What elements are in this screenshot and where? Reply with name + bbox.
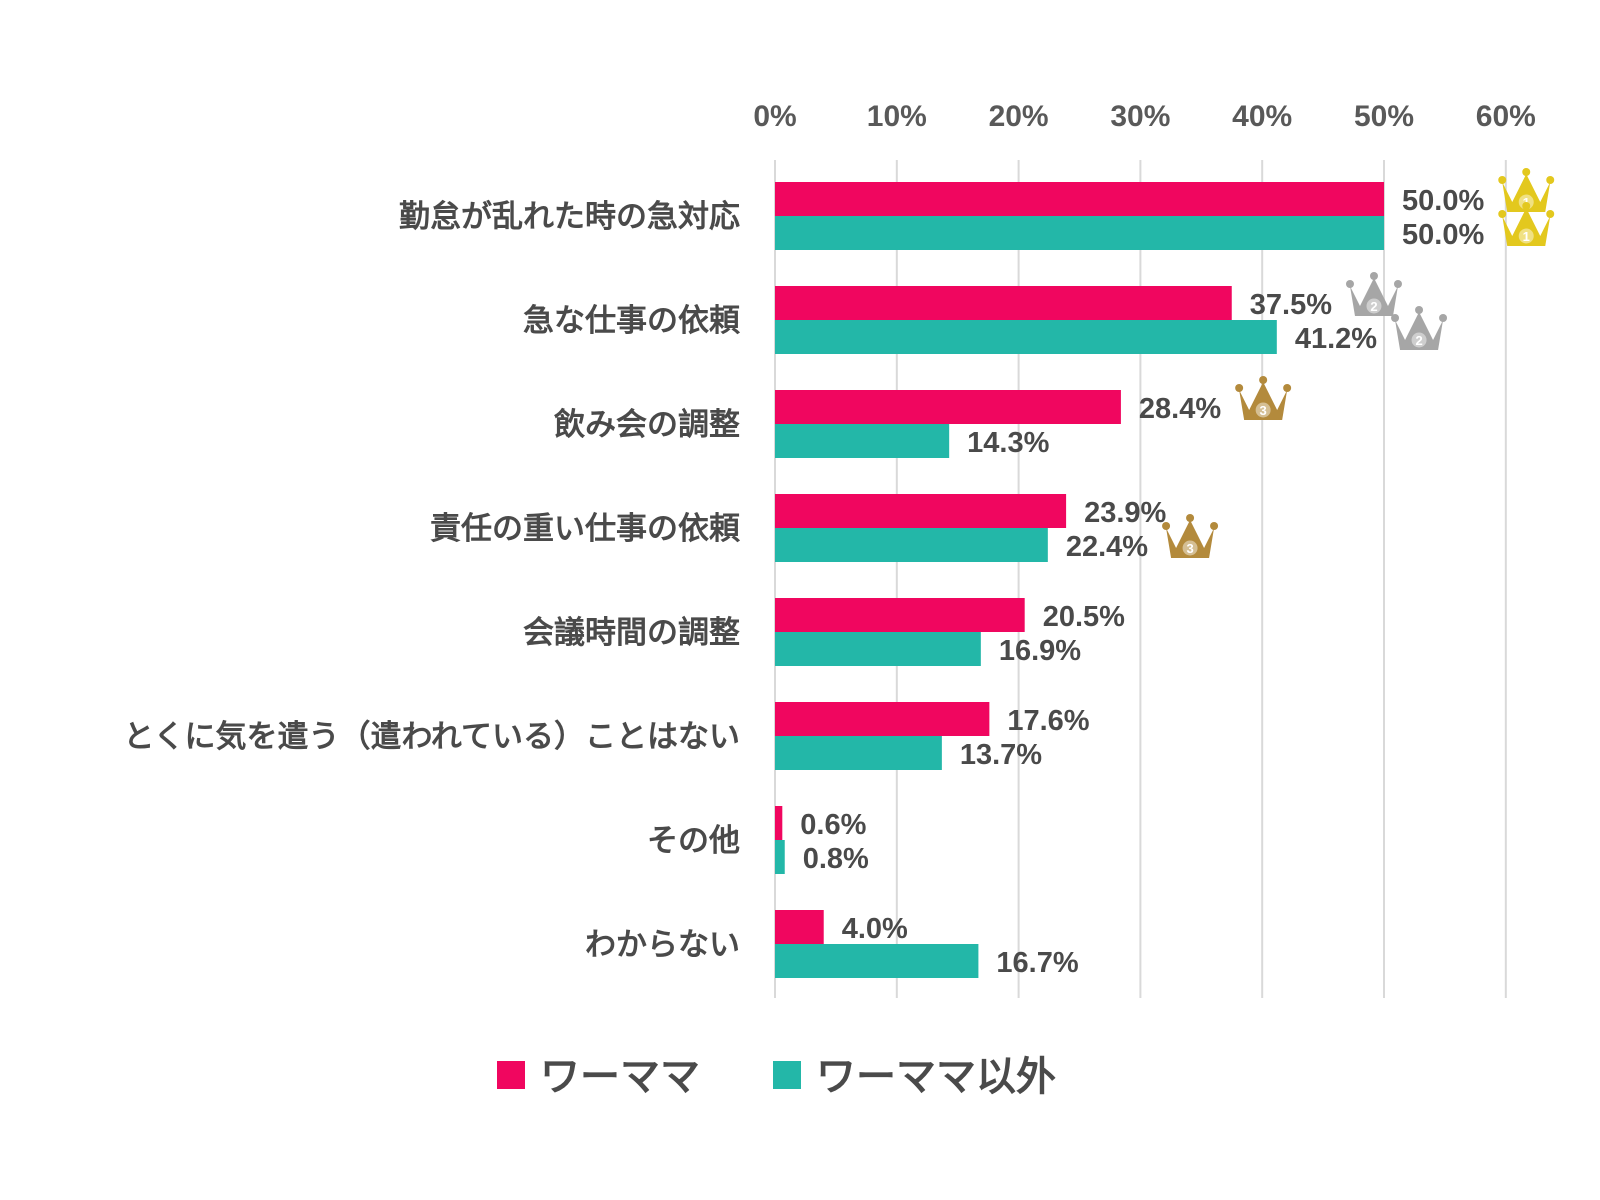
bar-working-mom-2 — [775, 390, 1121, 424]
value-label: 16.7% — [996, 947, 1078, 979]
value-label: 37.5% — [1250, 289, 1332, 321]
x-axis-ticks: 0% 10% 20% 30% 40% 50% 60% — [753, 100, 1536, 133]
x-tick-label: 30% — [1110, 100, 1170, 133]
value-labels: 50.0%50.0% 37.5%41.2% 28.4% 14.3% 23.9%22.4%… — [800, 185, 1484, 979]
value-label: 16.9% — [999, 635, 1081, 667]
rank-crowns: 112233 — [1162, 168, 1555, 558]
bar-non-working-mom-0 — [775, 216, 1384, 250]
category-label: わからない — [585, 927, 740, 963]
bar-non-working-mom-3 — [775, 528, 1048, 562]
value-label: 0.6% — [800, 809, 866, 841]
svg-text:1: 1 — [1523, 229, 1530, 244]
bars — [775, 182, 1384, 978]
category-labels: 勤怠が乱れた時の急対応急な仕事の依頼飲み会の調整責任の重い仕事の依頼会議時間の調… — [123, 199, 741, 963]
x-tick-label: 60% — [1476, 100, 1536, 133]
bar-non-working-mom-6 — [775, 840, 785, 874]
value-label: 22.4% — [1066, 531, 1148, 563]
silver-crown-icon: 2 — [1391, 306, 1448, 350]
bar-working-mom-0 — [775, 182, 1384, 216]
category-label: 飲み会の調整 — [554, 407, 740, 443]
value-label: 13.7% — [960, 739, 1042, 771]
value-label: 23.9% — [1084, 497, 1166, 529]
value-label: 17.6% — [1007, 705, 1089, 737]
bar-non-working-mom-1 — [775, 320, 1277, 354]
value-label: 20.5% — [1043, 601, 1125, 633]
x-tick-label: 50% — [1354, 100, 1414, 133]
legend: ワーママ ワーママ以外 — [497, 1054, 1056, 1100]
bar-working-mom-6 — [775, 806, 783, 840]
value-label: 28.4% — [1139, 393, 1221, 425]
value-label: 0.8% — [803, 843, 869, 875]
legend-label-working-mom: ワーママ — [540, 1054, 700, 1100]
legend-label-non-working-mom: ワーママ以外 — [816, 1054, 1056, 1100]
bar-working-mom-4 — [775, 598, 1025, 632]
legend-swatch-non-working-mom — [773, 1061, 801, 1089]
svg-text:2: 2 — [1415, 333, 1422, 348]
svg-text:3: 3 — [1186, 541, 1193, 556]
category-label: 責任の重い仕事の依頼 — [430, 511, 741, 547]
bar-non-working-mom-7 — [775, 944, 979, 978]
svg-text:3: 3 — [1260, 403, 1267, 418]
x-tick-label: 40% — [1232, 100, 1292, 133]
value-label: 4.0% — [842, 913, 908, 945]
value-label: 50.0% — [1402, 219, 1484, 251]
value-label: 50.0% — [1402, 185, 1484, 217]
value-label: 41.2% — [1295, 323, 1377, 355]
bar-working-mom-7 — [775, 910, 824, 944]
gold-crown-icon: 1 — [1498, 202, 1555, 246]
silver-crown-icon: 2 — [1345, 272, 1402, 316]
x-tick-label: 10% — [867, 100, 927, 133]
bar-working-mom-1 — [775, 286, 1232, 320]
legend-swatch-working-mom — [497, 1061, 525, 1089]
value-label: 14.3% — [967, 427, 1049, 459]
bar-working-mom-5 — [775, 702, 990, 736]
category-label: とくに気を遣う（遣われている）ことはない — [123, 719, 740, 755]
category-label: 会議時間の調整 — [523, 615, 740, 651]
x-tick-label: 20% — [989, 100, 1049, 133]
category-label: その他 — [647, 823, 740, 859]
category-label: 勤怠が乱れた時の急対応 — [399, 199, 740, 235]
category-label: 急な仕事の依頼 — [523, 303, 741, 339]
bronze-crown-icon: 3 — [1235, 376, 1292, 420]
bronze-crown-icon: 3 — [1162, 514, 1219, 558]
bar-non-working-mom-2 — [775, 424, 950, 458]
bar-non-working-mom-4 — [775, 632, 981, 666]
bar-working-mom-3 — [775, 494, 1067, 528]
x-tick-label: 0% — [753, 100, 796, 133]
svg-text:2: 2 — [1370, 299, 1377, 314]
bar-non-working-mom-5 — [775, 736, 942, 770]
